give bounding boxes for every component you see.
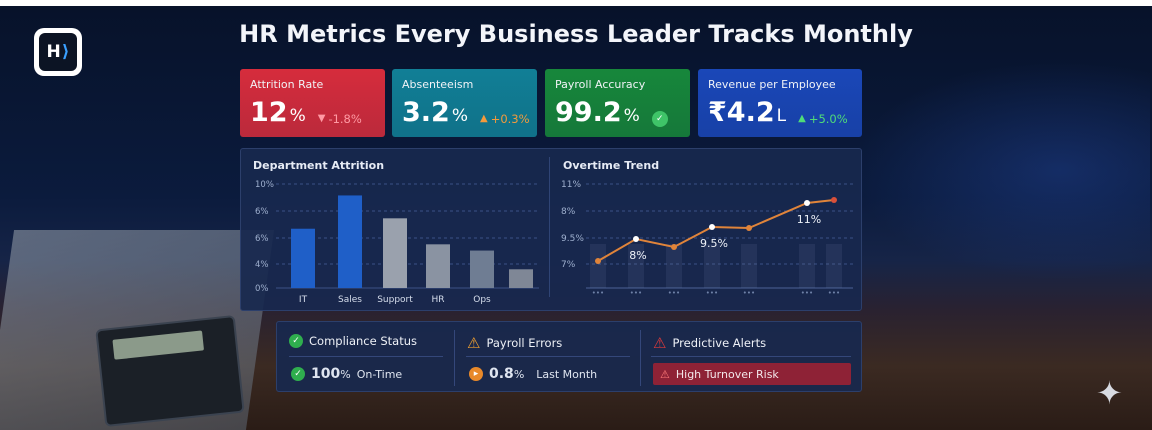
background-bar bbox=[826, 244, 842, 288]
x-tick-label: ••• bbox=[668, 289, 680, 297]
background-bar bbox=[628, 244, 644, 288]
y-tick-label: 11% bbox=[561, 180, 581, 190]
page-title: HR Metrics Every Business Leader Tracks … bbox=[239, 20, 913, 48]
data-point bbox=[595, 258, 601, 264]
payroll-errors-note: Last Month bbox=[536, 367, 598, 381]
data-label: 9.5% bbox=[700, 237, 728, 250]
background-bar bbox=[590, 244, 606, 288]
kpi-label: Absenteeism bbox=[402, 78, 474, 91]
compliance-title: Compliance Status bbox=[309, 334, 417, 348]
payroll-errors-title: Payroll Errors bbox=[486, 336, 563, 350]
check-circle-icon: ✓ bbox=[289, 334, 303, 348]
data-point bbox=[709, 224, 715, 230]
compliance-note: On-Time bbox=[356, 367, 403, 381]
bar bbox=[470, 250, 494, 288]
charts-panel: Department Attrition Overtime Trend 0% 4%… bbox=[240, 148, 862, 311]
background-bar bbox=[666, 244, 682, 288]
x-tick-label: ••• bbox=[630, 289, 642, 297]
data-point bbox=[831, 197, 837, 203]
kpi-label: Attrition Rate bbox=[250, 78, 324, 91]
check-circle-icon: ✓ bbox=[291, 367, 305, 381]
kpi-value: ₹4.2 bbox=[708, 97, 775, 128]
play-circle-icon: ▸ bbox=[469, 367, 483, 381]
kpi-value: 99.2 bbox=[555, 97, 622, 128]
x-tick-label: Ops bbox=[473, 295, 491, 305]
kpi-change: +5.0% bbox=[808, 111, 848, 126]
x-tick-label: IT bbox=[299, 295, 308, 305]
alert-badge-text: High Turnover Risk bbox=[675, 367, 779, 381]
x-tick-label: HR bbox=[431, 295, 444, 305]
alerts-title: Predictive Alerts bbox=[672, 336, 767, 350]
kpi-unit: % bbox=[289, 106, 306, 126]
x-tick-label: Support bbox=[377, 295, 413, 305]
x-tick-label: ••• bbox=[743, 289, 755, 297]
high-turnover-badge[interactable]: ⚠ High Turnover Risk bbox=[653, 363, 851, 385]
payroll-errors-value: 0.8 bbox=[489, 366, 514, 382]
x-tick-label: ••• bbox=[828, 289, 840, 297]
data-label: 8% bbox=[629, 249, 646, 262]
kpi-unit: L bbox=[776, 106, 787, 126]
charts-svg: 0% 4% 6% 6% 10% IT Sales Support HR Ops 7% 9.5% 8% 11… bbox=[255, 180, 853, 305]
kpi-unit: % bbox=[451, 106, 468, 126]
arrow-up-icon: ▲ bbox=[480, 113, 488, 124]
data-point bbox=[633, 236, 639, 242]
kpi-card: Absenteeism 3.2% ▲ +0.3% bbox=[392, 69, 537, 137]
alert-triangle-icon: ⚠ bbox=[660, 367, 670, 381]
y-tick-label: 4% bbox=[255, 260, 269, 270]
sparkle-icon: ✦ bbox=[1096, 374, 1123, 412]
kpi-value: 12 bbox=[250, 97, 288, 128]
bar bbox=[509, 269, 533, 288]
calculator-illustration bbox=[95, 314, 245, 428]
background-glow bbox=[850, 60, 1150, 280]
data-label: 11% bbox=[797, 213, 821, 226]
data-point bbox=[804, 200, 810, 206]
data-point bbox=[746, 225, 752, 231]
status-panel: ✓ Compliance Status ✓ 100% On-Time ⚠ Payroll… bbox=[276, 321, 862, 392]
kpi-card: Payroll Accuracy 99.2% ✓ bbox=[545, 69, 690, 137]
warning-icon: ⚠ bbox=[467, 334, 481, 352]
bar bbox=[426, 244, 450, 288]
bar bbox=[291, 228, 315, 288]
kpi-card: Revenue per Employee ₹4.2 L ▲ +5.0% bbox=[698, 69, 862, 137]
x-tick-label: ••• bbox=[592, 289, 604, 297]
x-tick-label: ••• bbox=[706, 289, 718, 297]
kpi-label: Payroll Accuracy bbox=[555, 78, 646, 91]
y-tick-label: 9.5% bbox=[561, 234, 584, 244]
kpi-change: +0.3% bbox=[490, 111, 530, 126]
kpi-change: -1.8% bbox=[328, 111, 362, 126]
logo: H ⟩ bbox=[34, 28, 82, 76]
background-bar bbox=[799, 244, 815, 288]
x-tick-label: Sales bbox=[338, 295, 362, 305]
kpi-card: Attrition Rate 12% ▼ -1.8% bbox=[240, 69, 385, 137]
bar bbox=[383, 218, 407, 288]
kpi-unit: % bbox=[623, 106, 640, 126]
alert-triangle-icon: ⚠ bbox=[653, 334, 667, 352]
background-bar bbox=[704, 244, 720, 288]
y-tick-label: 0% bbox=[255, 284, 269, 294]
triangle-down-icon: ▼ bbox=[317, 113, 326, 124]
check-circle-icon: ✓ bbox=[651, 111, 668, 127]
kpi-value: 3.2 bbox=[402, 97, 450, 128]
y-tick-label: 10% bbox=[255, 180, 274, 190]
compliance-value: 100 bbox=[311, 366, 341, 382]
x-tick-label: ••• bbox=[801, 289, 813, 297]
background-bar bbox=[741, 244, 757, 288]
bar-chart-title: Department Attrition bbox=[253, 159, 385, 172]
data-point bbox=[671, 244, 677, 250]
bar bbox=[338, 195, 362, 288]
y-tick-label: 6% bbox=[255, 234, 269, 244]
arrow-up-icon: ▲ bbox=[798, 113, 806, 124]
y-tick-label: 8% bbox=[561, 207, 576, 217]
y-tick-label: 7% bbox=[561, 260, 576, 270]
kpi-label: Revenue per Employee bbox=[708, 78, 836, 91]
line-chart-title: Overtime Trend bbox=[563, 159, 660, 172]
y-tick-label: 6% bbox=[255, 207, 269, 217]
